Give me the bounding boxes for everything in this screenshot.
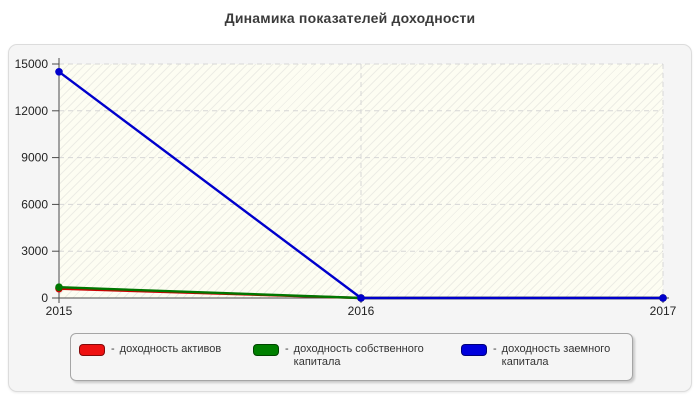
- legend-separator: -: [493, 343, 497, 355]
- legend-item-debt: - доходность заемного капитала: [461, 343, 630, 369]
- legend-item-assets: - доходность активов: [79, 343, 221, 356]
- legend-item-equity: - доходность собственного капитала: [253, 343, 444, 369]
- y-tick-label: 15000: [15, 57, 49, 71]
- x-tick-label: 2017: [650, 304, 677, 318]
- y-tick-label: 6000: [21, 197, 48, 211]
- data-point-marker: [55, 283, 63, 292]
- data-point-marker: [55, 68, 63, 76]
- legend-label-equity: доходность собственного капитала: [293, 343, 424, 368]
- legend-label-debt: доходность заемного капитала: [501, 343, 611, 368]
- y-tick-label: 9000: [21, 151, 48, 165]
- x-tick-label: 2015: [46, 304, 73, 318]
- legend-separator: -: [111, 343, 115, 355]
- data-point-marker: [659, 294, 667, 302]
- chart-legend: - доходность активов - доходность собств…: [70, 333, 633, 381]
- y-tick-label: 12000: [15, 104, 49, 118]
- y-tick-label: 3000: [21, 244, 48, 258]
- y-tick-label: 0: [41, 291, 48, 305]
- legend-swatch-green: [253, 344, 279, 356]
- chart-title: Динамика показателей доходности: [224, 10, 476, 26]
- legend-separator: -: [285, 343, 289, 355]
- legend-swatch-red: [79, 344, 105, 356]
- x-tick-label: 2016: [348, 304, 375, 318]
- legend-label-assets: доходность активов: [119, 343, 222, 355]
- legend-swatch-blue: [461, 344, 487, 356]
- data-point-marker: [357, 294, 365, 302]
